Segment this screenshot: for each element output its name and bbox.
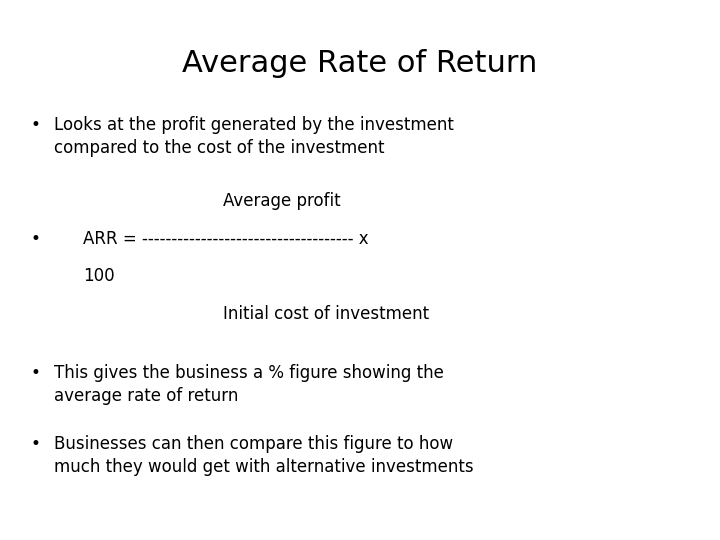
Text: Average profit: Average profit — [223, 192, 341, 210]
Text: Looks at the profit generated by the investment
compared to the cost of the inve: Looks at the profit generated by the inv… — [54, 116, 454, 157]
Text: Initial cost of investment: Initial cost of investment — [223, 305, 429, 323]
Text: •: • — [30, 230, 40, 247]
Text: •: • — [30, 435, 40, 453]
Text: This gives the business a % figure showing the
average rate of return: This gives the business a % figure showi… — [54, 364, 444, 406]
Text: Average Rate of Return: Average Rate of Return — [182, 49, 538, 78]
Text: •: • — [30, 116, 40, 134]
Text: 100: 100 — [83, 267, 114, 285]
Text: ARR = ------------------------------------ x: ARR = ----------------------------------… — [83, 230, 369, 247]
Text: •: • — [30, 364, 40, 382]
Text: Businesses can then compare this figure to how
much they would get with alternat: Businesses can then compare this figure … — [54, 435, 474, 476]
